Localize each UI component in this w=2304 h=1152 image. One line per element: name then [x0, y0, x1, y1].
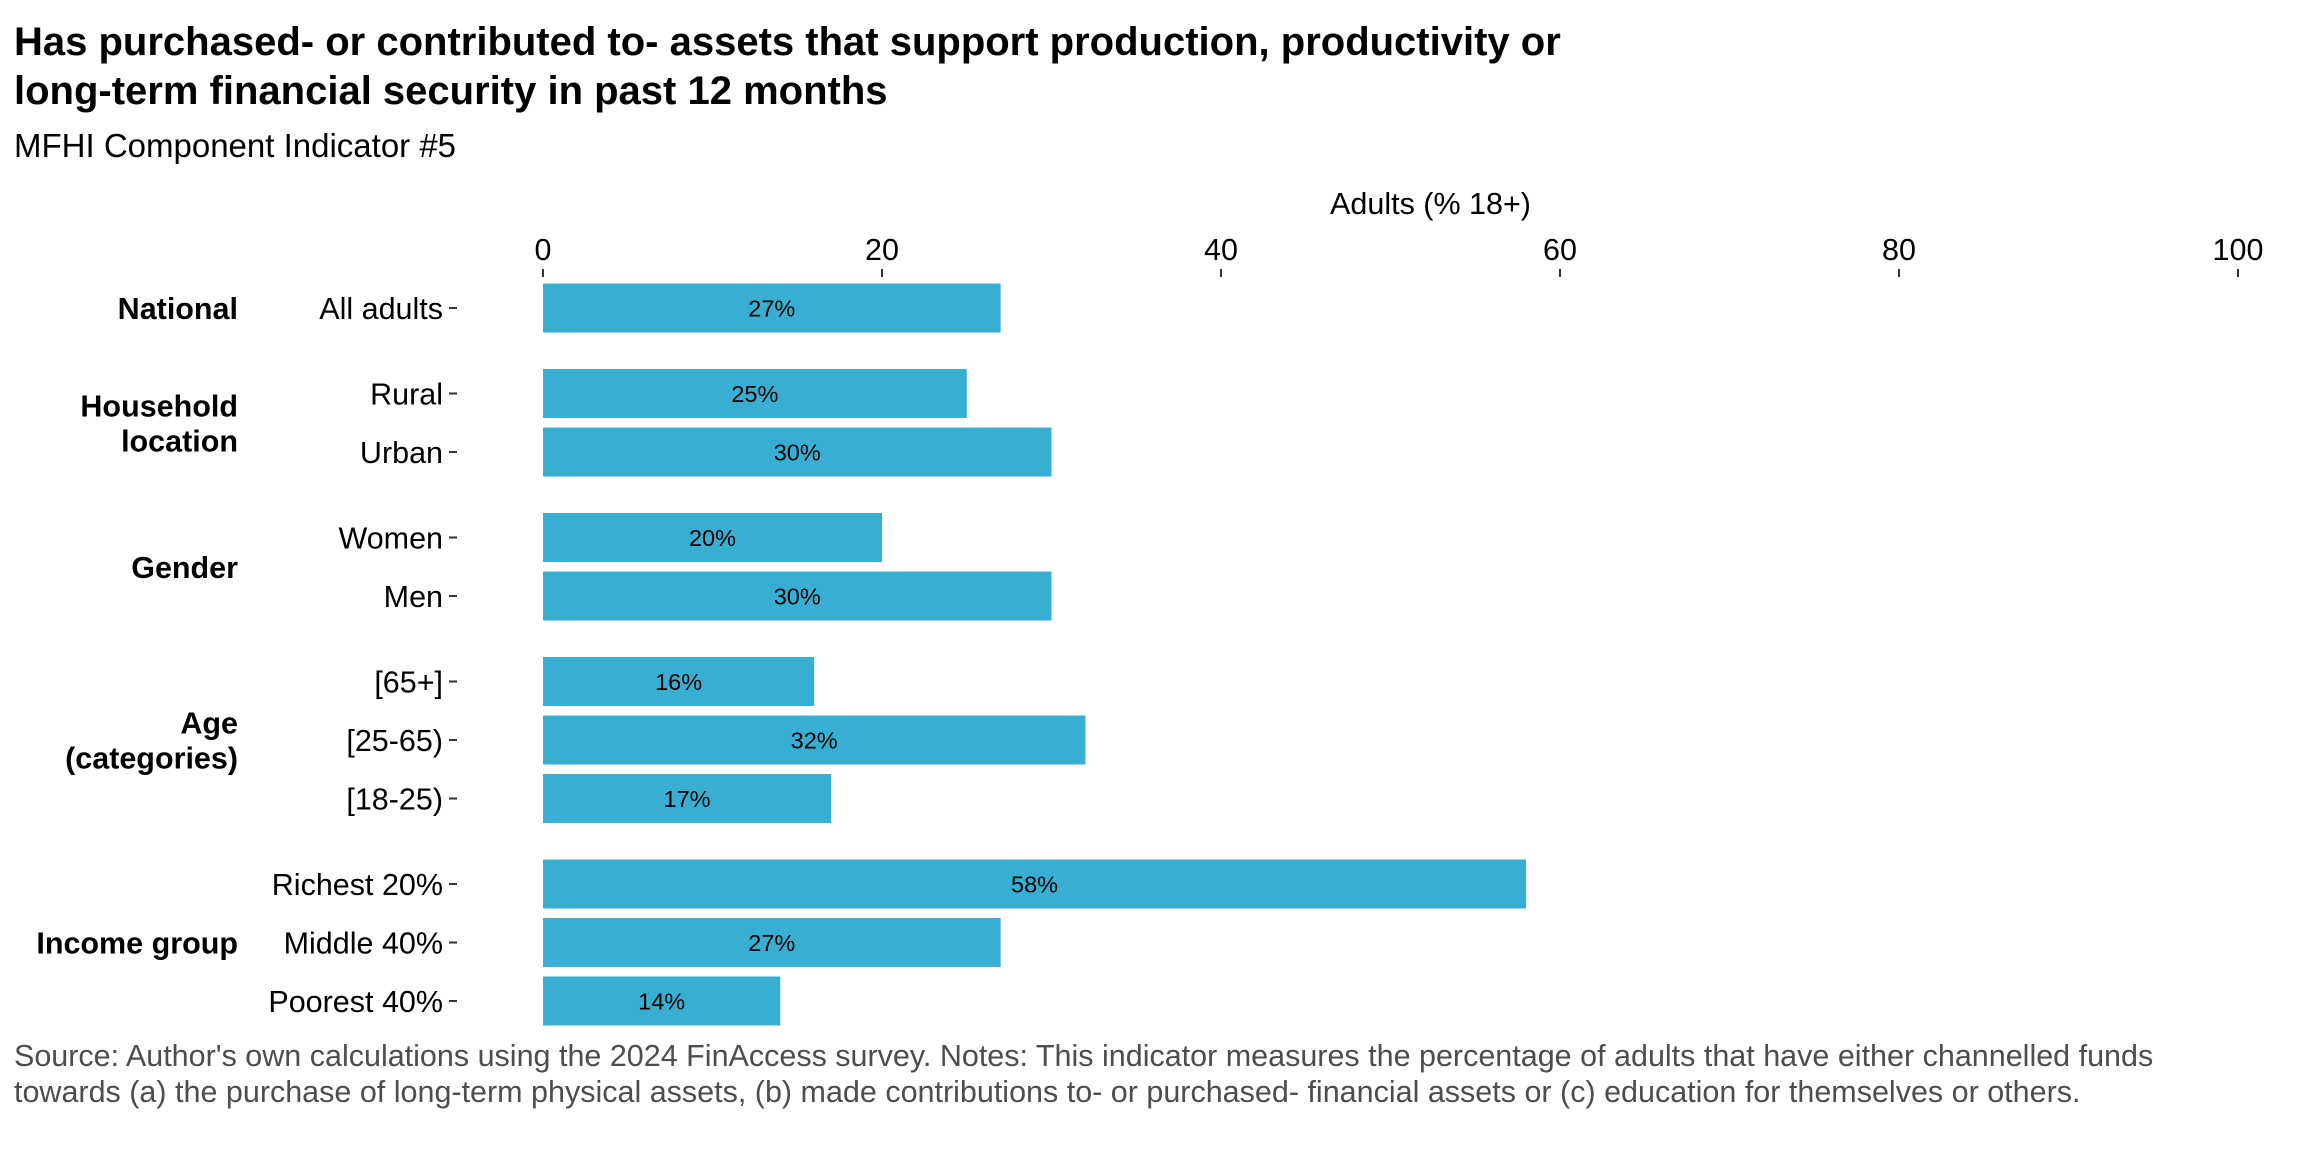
y-category-label: [25-65)	[346, 724, 443, 758]
group-label: (categories)	[65, 742, 238, 776]
bar-value-label: 20%	[689, 525, 736, 551]
x-axis-title: Adults (% 18+)	[1330, 187, 1531, 221]
bar-value-label: 25%	[731, 381, 778, 407]
chart-title: Has purchased- or contributed to- assets…	[14, 20, 1561, 113]
group-label: Income group	[36, 927, 238, 961]
bar	[543, 918, 1001, 967]
group-label: National	[118, 292, 238, 326]
bar-value-label: 58%	[1011, 872, 1058, 898]
y-category-label: Poorest 40%	[268, 985, 443, 1019]
y-category-label: Men	[384, 580, 443, 614]
y-category-label: Rural	[370, 378, 443, 412]
bar	[543, 571, 1052, 621]
bar	[543, 657, 815, 706]
bar-value-label: 16%	[655, 669, 702, 695]
group-label: Gender	[131, 551, 238, 585]
bar-value-label: 30%	[774, 440, 821, 466]
bar	[543, 859, 1527, 909]
y-category-label: [65+]	[374, 666, 443, 700]
bar-value-label: 32%	[791, 728, 838, 754]
bar	[543, 976, 781, 1026]
bar-value-label: 27%	[748, 296, 795, 322]
group-label: Household	[80, 389, 238, 423]
y-category-label: Urban	[360, 436, 443, 470]
bar-value-label: 30%	[774, 584, 821, 610]
y-category-label: Richest 20%	[272, 868, 443, 902]
bar-value-label: 14%	[638, 989, 685, 1015]
bar	[543, 283, 1001, 333]
y-category-label: Women	[338, 522, 443, 556]
x-tick-label: 80	[1882, 233, 1916, 267]
group-label: location	[121, 424, 238, 458]
x-tick-label: 0	[535, 233, 552, 267]
source-caption: Source: Author's own calculations using …	[14, 1039, 2154, 1109]
bar	[543, 427, 1052, 477]
bar-chart: Adults (% 18+) 0 20 40 60 80 100 All adults 27% N…	[36, 187, 2264, 1026]
bar-value-label: 17%	[664, 786, 711, 812]
bar	[543, 774, 832, 823]
group-label: Age	[180, 707, 238, 741]
bar	[543, 513, 882, 562]
bar	[543, 369, 967, 418]
x-tick-label: 40	[1204, 233, 1238, 267]
x-tick-label: 20	[865, 233, 899, 267]
chart-subtitle: MFHI Component Indicator #5	[14, 127, 457, 164]
y-category-label: [18-25)	[346, 783, 443, 817]
bar-value-label: 27%	[748, 930, 795, 956]
bar	[543, 715, 1086, 765]
x-tick-label: 100	[2213, 233, 2264, 267]
y-category-label: All adults	[319, 292, 443, 326]
x-tick-label: 60	[1543, 233, 1577, 267]
y-category-label: Middle 40%	[284, 927, 443, 961]
